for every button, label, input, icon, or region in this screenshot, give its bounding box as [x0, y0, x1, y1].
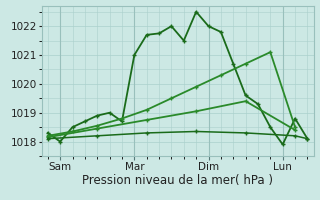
X-axis label: Pression niveau de la mer( hPa ): Pression niveau de la mer( hPa ) — [82, 174, 273, 187]
